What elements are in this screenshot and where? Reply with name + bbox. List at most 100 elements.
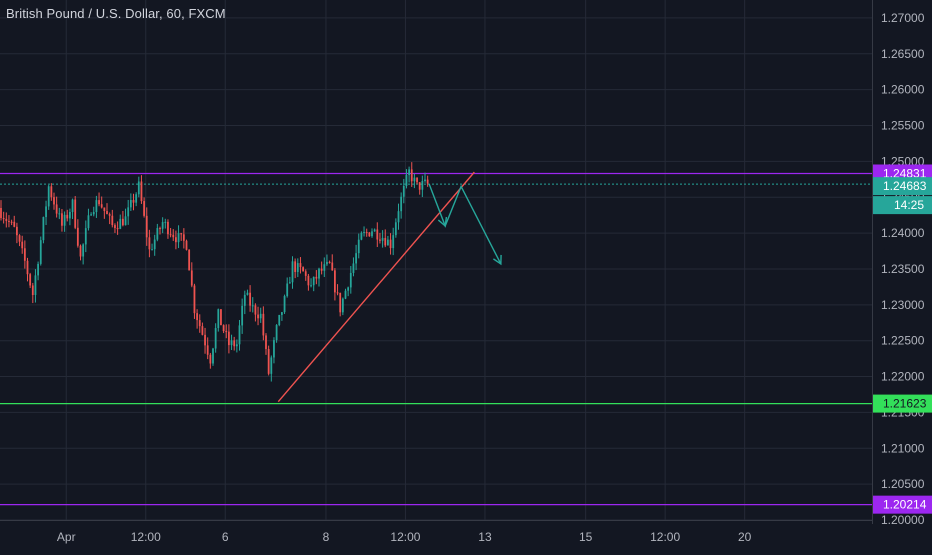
countdown-tag-background	[873, 196, 932, 215]
candle-body	[318, 268, 320, 279]
drawings[interactable]	[277, 171, 502, 403]
candle-body	[323, 264, 326, 271]
candle-body	[206, 345, 209, 355]
candle-body	[95, 200, 98, 213]
price-tick-label: 1.20500	[881, 477, 925, 491]
candle-body	[69, 211, 71, 219]
candle-body	[201, 326, 204, 335]
candle-body	[21, 241, 24, 249]
candle-body	[365, 231, 368, 233]
candle-body	[363, 231, 365, 233]
price-tick-label: 1.26500	[881, 47, 925, 61]
candle-body	[405, 175, 408, 186]
candle-body	[106, 211, 108, 215]
horizontal-levels[interactable]	[0, 172, 872, 506]
candle-body	[140, 181, 143, 202]
level-price-tag: 1.24831	[883, 167, 927, 181]
candle-body	[175, 237, 177, 243]
candle-body	[100, 204, 103, 208]
candle-body	[424, 179, 426, 182]
candle-body	[153, 239, 156, 250]
time-tick-label: 12:00	[131, 530, 161, 544]
level-price-tag: 1.21623	[883, 397, 927, 411]
candle-body	[286, 283, 289, 297]
candle-body	[185, 240, 188, 250]
candle-body	[392, 235, 395, 249]
candle-body	[26, 260, 29, 275]
candle-body	[426, 179, 429, 184]
candle-body	[111, 215, 114, 226]
candle-body	[172, 234, 175, 238]
candle-body	[336, 292, 339, 294]
candle-body	[164, 221, 167, 223]
chart-settings-corner-icon[interactable]	[872, 524, 932, 550]
candle-body	[108, 214, 111, 216]
candle-body	[302, 267, 304, 272]
candle-body	[124, 216, 127, 226]
time-tick-label: 12:00	[390, 530, 420, 544]
candle-body	[114, 225, 116, 229]
candle-body	[273, 340, 275, 358]
candle-body	[339, 292, 342, 313]
candle-body	[262, 313, 265, 336]
candle-body	[304, 271, 307, 276]
candle-body	[352, 263, 355, 273]
candle-body	[188, 249, 191, 271]
candle-body	[63, 214, 66, 226]
candle-body	[98, 200, 100, 205]
candle-body	[246, 292, 249, 295]
candle-body	[360, 232, 363, 240]
candle-body	[29, 274, 32, 286]
candle-body	[315, 276, 318, 279]
price-tick-label: 1.22500	[881, 334, 925, 348]
candle-body	[344, 290, 347, 299]
candle-body	[87, 215, 90, 229]
candle-body	[222, 325, 225, 332]
candle-body	[84, 228, 87, 245]
candle-body	[5, 218, 8, 221]
price-tick-label: 1.23000	[881, 298, 925, 312]
current-price-tag-background	[873, 177, 932, 196]
candle-body	[394, 222, 397, 236]
candle-body	[257, 314, 259, 319]
candle-body	[137, 181, 140, 195]
candle-body	[233, 340, 236, 347]
candle-body	[381, 237, 384, 241]
candle-body	[61, 213, 63, 226]
price-tick-label: 1.26000	[881, 83, 925, 97]
price-tick-label: 1.20000	[881, 513, 925, 527]
candle-body	[212, 348, 214, 364]
candle-body	[408, 169, 410, 176]
candle-body	[296, 263, 299, 272]
candle-body	[283, 296, 286, 313]
price-tick-label: 1.24000	[881, 226, 925, 240]
price-tick-label: 1.23500	[881, 262, 925, 276]
level-price-tag-background	[873, 495, 932, 514]
candle-body	[402, 185, 405, 197]
candle-body	[182, 234, 185, 241]
candle-body	[341, 298, 344, 313]
candle-body	[169, 234, 172, 236]
candle-body	[47, 186, 50, 207]
level-price-tag: 1.20214	[883, 498, 927, 512]
candle-body	[357, 239, 360, 254]
candle-body	[291, 261, 294, 283]
time-axis[interactable]: Apr 12:00 6 8 12:00 13 15 12:00 20	[0, 520, 872, 550]
candle-body	[148, 237, 151, 250]
candle-body	[400, 196, 403, 212]
candle-body	[281, 312, 283, 315]
candle-body	[299, 263, 302, 268]
candle-body	[18, 235, 21, 242]
candle-body	[421, 181, 424, 190]
candle-body	[135, 194, 138, 203]
candle-body	[397, 211, 400, 223]
candle-body	[410, 169, 413, 182]
candle-body	[326, 261, 328, 265]
price-axis[interactable]: 1.270001.265001.260001.255001.250001.245…	[872, 0, 932, 550]
candle-body	[71, 199, 74, 212]
candle-body	[204, 334, 206, 346]
candle-body	[53, 197, 55, 205]
candle-body	[331, 262, 334, 271]
